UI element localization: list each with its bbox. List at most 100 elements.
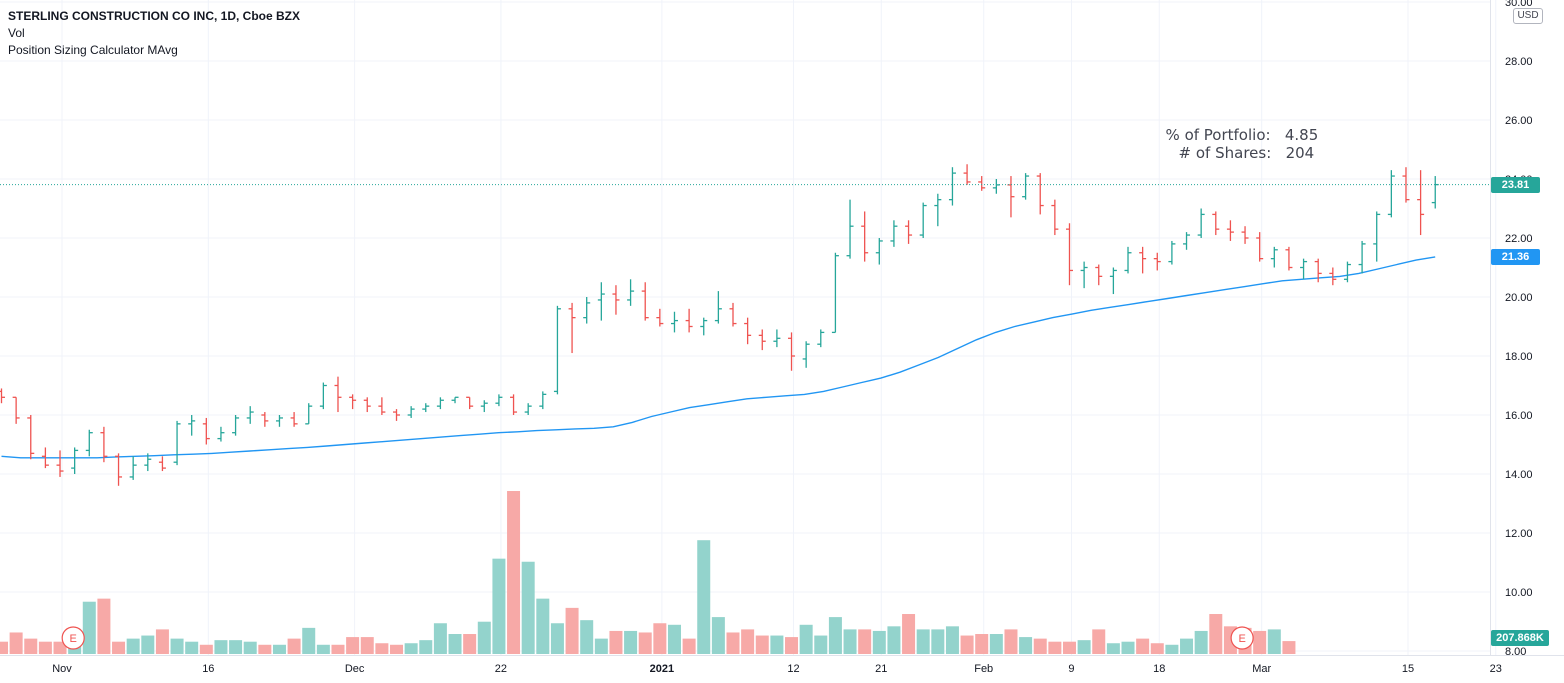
ohlc-bar bbox=[1153, 252, 1161, 271]
volume-bar bbox=[858, 629, 872, 654]
volume-bar bbox=[53, 641, 67, 654]
volume-bar bbox=[0, 641, 8, 654]
ohlc-bar bbox=[41, 447, 49, 469]
ohlc-bar bbox=[0, 388, 5, 404]
volume-bar bbox=[1048, 641, 1062, 654]
price-axis[interactable]: 30.0028.0026.0024.0022.0020.0018.0016.00… bbox=[1490, 0, 1533, 658]
ohlc-bar bbox=[217, 426, 225, 442]
ohlc-bar bbox=[627, 279, 635, 306]
volume-bar bbox=[1106, 643, 1120, 654]
ohlc-bar bbox=[1373, 211, 1381, 262]
ohlc-bar bbox=[714, 291, 722, 324]
time-tick-label: Dec bbox=[345, 663, 365, 675]
ohlc-bar bbox=[524, 403, 532, 415]
currency-badge[interactable]: USD bbox=[1513, 8, 1543, 24]
volume-bar bbox=[38, 641, 52, 654]
ohlc-bar bbox=[539, 391, 547, 410]
share-count-value: 204 bbox=[1285, 144, 1315, 162]
ohlc-bar bbox=[1256, 232, 1264, 262]
ma-value-badge: 21.36 bbox=[1491, 248, 1540, 265]
ohlc-bar bbox=[612, 285, 620, 315]
volume-bar bbox=[229, 640, 243, 654]
ohlc-bar bbox=[1270, 246, 1278, 268]
volume-bar bbox=[1092, 629, 1106, 654]
time-tick-label: 16 bbox=[202, 663, 214, 675]
ma-indicator-label[interactable]: Position Sizing Calculator MAvg bbox=[8, 43, 178, 57]
volume-bar bbox=[141, 635, 155, 654]
volume-bar bbox=[916, 629, 930, 654]
ohlc-bar bbox=[319, 382, 327, 410]
ohlc-bar bbox=[334, 376, 342, 413]
ohlc-bar bbox=[1036, 173, 1044, 215]
ohlc-bar bbox=[700, 317, 708, 336]
volume-bar bbox=[1136, 638, 1150, 654]
volume-bar bbox=[755, 635, 769, 654]
ohlc-bar bbox=[1212, 211, 1220, 236]
volume-bar bbox=[126, 638, 140, 654]
volume-bar bbox=[346, 637, 360, 654]
ohlc-bar bbox=[1241, 226, 1249, 244]
earnings-marker[interactable]: E bbox=[61, 626, 85, 650]
volume-bar bbox=[404, 643, 418, 654]
ohlc-bar bbox=[1431, 176, 1439, 209]
ohlc-bar bbox=[1197, 208, 1205, 238]
time-tick-label: Nov bbox=[52, 663, 72, 675]
price-tick-label: 30.00 bbox=[1505, 0, 1533, 9]
price-tick-label: 18.00 bbox=[1505, 351, 1533, 363]
volume-bar bbox=[185, 641, 199, 654]
time-tick-label: Mar bbox=[1252, 663, 1271, 675]
volume-bar bbox=[287, 638, 301, 654]
price-tick-label: 22.00 bbox=[1505, 233, 1533, 245]
symbol-title[interactable]: STERLING CONSTRUCTION CO INC, 1D, Cboe B… bbox=[8, 9, 301, 23]
price-tick-label: 12.00 bbox=[1505, 528, 1533, 540]
time-tick-label: 15 bbox=[1402, 663, 1414, 675]
volume-bar bbox=[624, 630, 638, 654]
ohlc-bar bbox=[1402, 167, 1410, 203]
price-tick-label: 28.00 bbox=[1505, 56, 1533, 68]
ohlc-bar bbox=[12, 396, 20, 424]
ohlc-bar bbox=[349, 394, 357, 410]
volume-indicator-label[interactable]: Vol bbox=[8, 26, 25, 40]
price-tick-label: 20.00 bbox=[1505, 292, 1533, 304]
time-tick-label: 23 bbox=[1490, 663, 1502, 675]
ohlc-bar bbox=[275, 415, 283, 427]
portfolio-percent-value: 4.85 bbox=[1284, 126, 1319, 144]
ohlc-bar bbox=[963, 164, 971, 185]
ohlc-bar bbox=[656, 308, 664, 327]
volume-bar bbox=[1165, 644, 1179, 654]
volume-bar bbox=[945, 626, 959, 654]
volume-bar bbox=[1019, 637, 1033, 654]
ohlc-bar bbox=[1080, 261, 1088, 289]
ohlc-bar bbox=[948, 167, 956, 206]
last-price-badge: 23.81 bbox=[1491, 176, 1540, 193]
volume-bar bbox=[872, 630, 886, 654]
ohlc-bar bbox=[919, 202, 927, 238]
volume-bar bbox=[1253, 630, 1267, 654]
earnings-marker-label: E bbox=[70, 633, 77, 645]
volume-bar bbox=[463, 634, 477, 654]
earnings-marker[interactable]: E bbox=[1230, 626, 1254, 650]
ohlc-bar bbox=[56, 450, 64, 477]
volume-value-badge: 207.868K bbox=[1491, 630, 1549, 646]
volume-bar bbox=[24, 638, 38, 654]
time-tick-label: 2021 bbox=[650, 663, 674, 675]
volume-bar bbox=[82, 601, 96, 654]
ohlc-bar bbox=[1387, 170, 1395, 218]
volume-bar bbox=[785, 637, 799, 654]
price-tick-label: 26.00 bbox=[1505, 115, 1533, 127]
ohlc-bar bbox=[158, 456, 166, 472]
ohlc-bar bbox=[1051, 199, 1059, 236]
ohlc-bar bbox=[758, 329, 766, 351]
volume-bar bbox=[492, 558, 506, 654]
ohlc-bar bbox=[1343, 261, 1351, 283]
ohlc-bar bbox=[1285, 246, 1293, 271]
volume-bar bbox=[199, 644, 213, 654]
ohlc-bar bbox=[261, 412, 269, 427]
time-axis[interactable]: Nov 16 Dec 22 2021 12 21 Feb 9 18 Mar 15 23 bbox=[0, 655, 1564, 676]
price-tick-label: 8.00 bbox=[1505, 646, 1526, 658]
price-tick-label: 14.00 bbox=[1505, 469, 1533, 481]
ohlc-bar bbox=[378, 397, 386, 415]
ohlc-bar bbox=[510, 394, 518, 415]
